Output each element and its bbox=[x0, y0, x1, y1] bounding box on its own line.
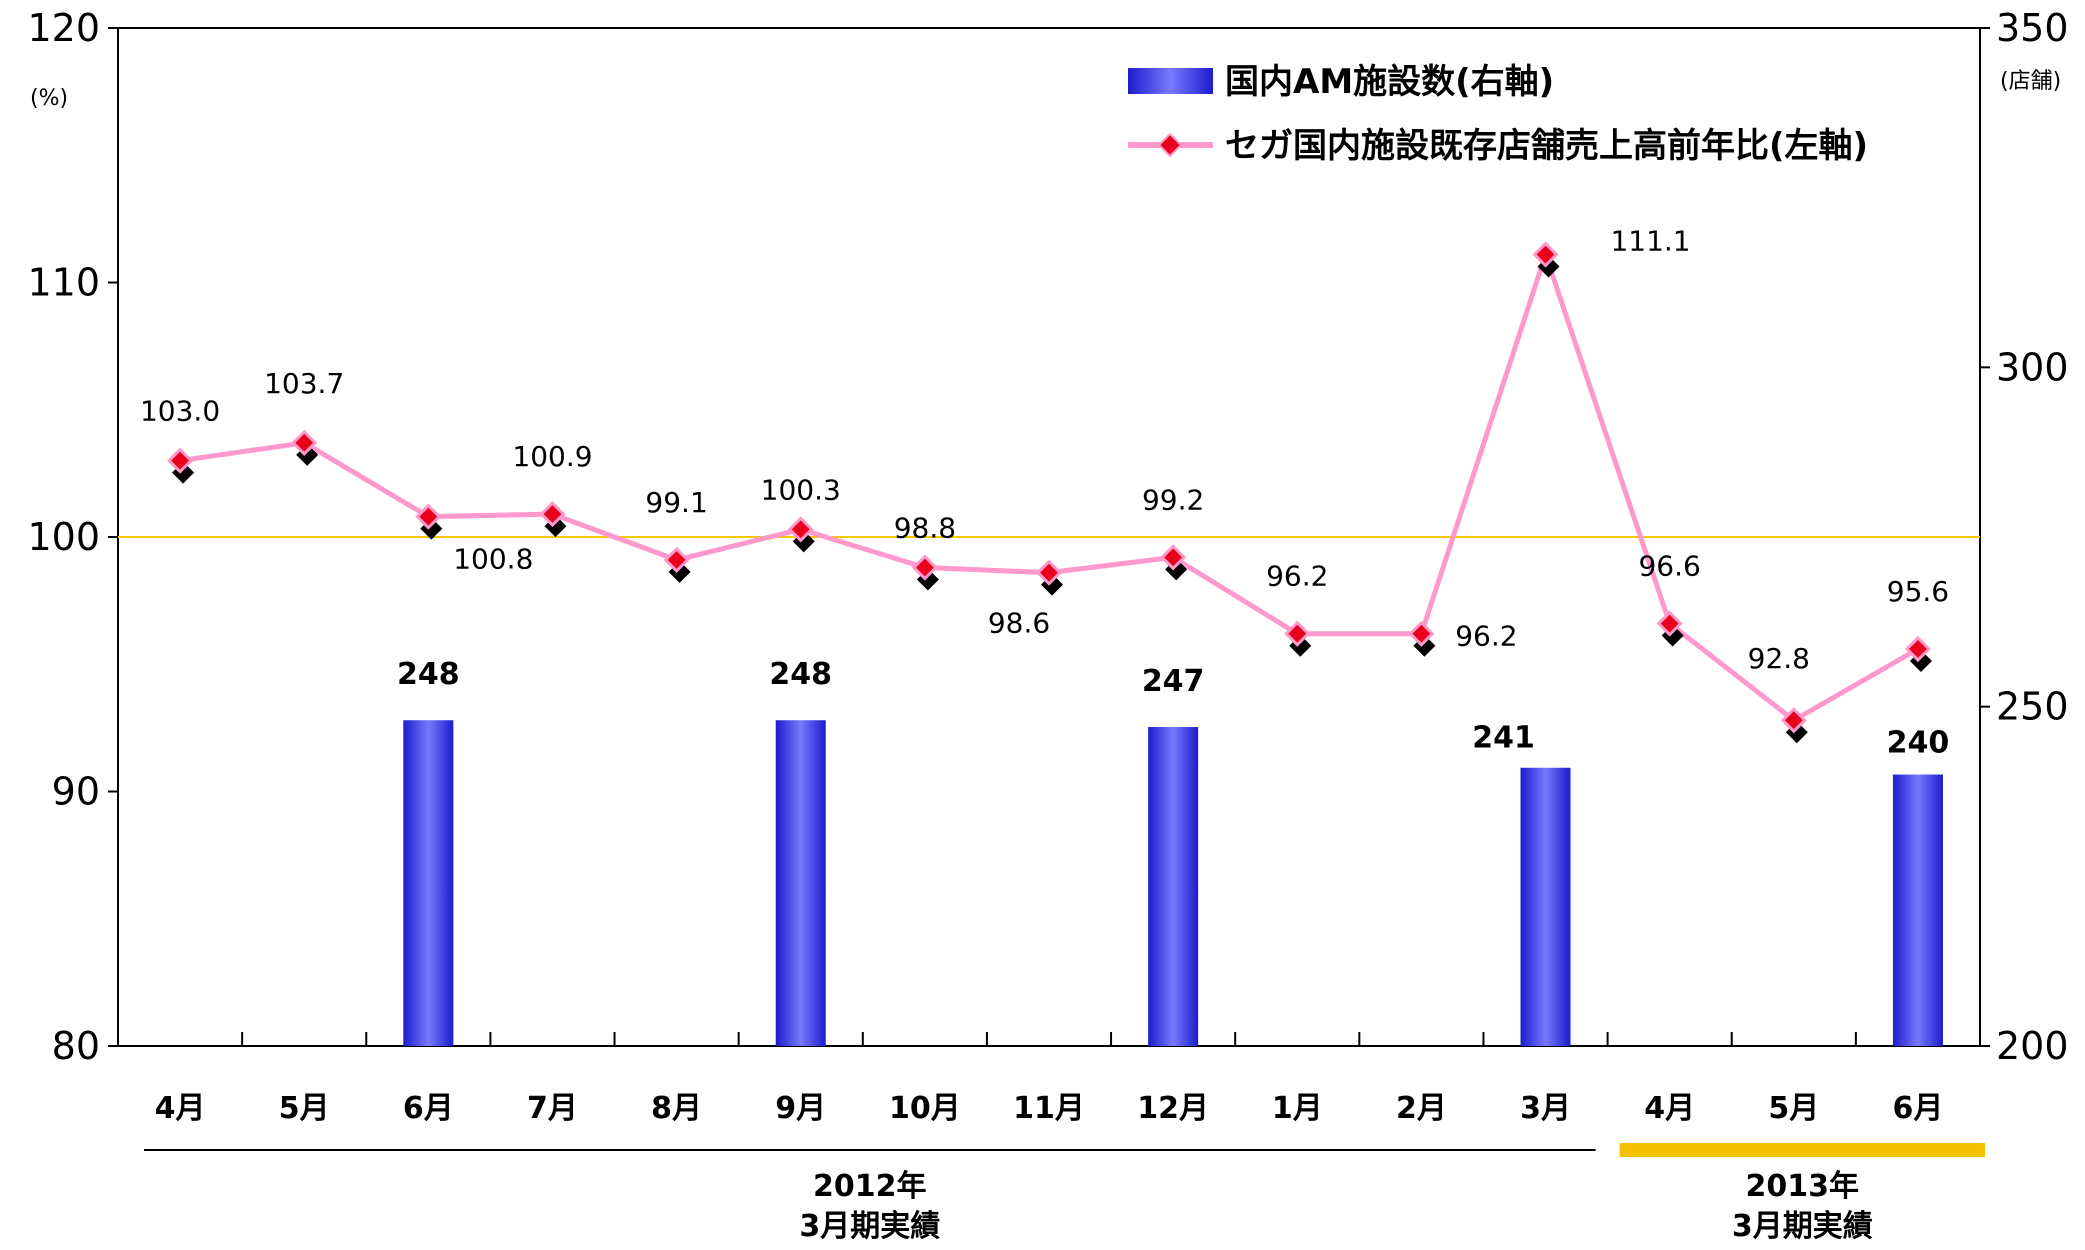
period-label-year: 2013年 bbox=[1746, 1169, 1860, 1204]
y-right-tick-label: 250 bbox=[1996, 685, 2069, 729]
line-marker bbox=[1035, 559, 1063, 586]
x-category-label: 2月 bbox=[1396, 1091, 1447, 1126]
legend-line-label: セガ国内施設既存店舗売上高前年比(左軸) bbox=[1225, 126, 1868, 166]
line-marker bbox=[1160, 544, 1187, 571]
line-marker bbox=[1532, 241, 1559, 268]
x-category-label: 4月 bbox=[155, 1091, 206, 1126]
x-category-label: 1月 bbox=[1272, 1091, 1323, 1126]
bar-data-label: 247 bbox=[1142, 664, 1205, 699]
legend-bar-label: 国内AM施設数(右軸) bbox=[1225, 62, 1554, 102]
line-marker bbox=[1284, 620, 1311, 647]
line-data-label: 96.2 bbox=[1455, 620, 1517, 653]
line-marker bbox=[1408, 620, 1435, 647]
y-right-tick-label: 200 bbox=[1996, 1024, 2069, 1068]
line-marker bbox=[166, 447, 194, 474]
line-data-label: 100.8 bbox=[453, 543, 533, 576]
line-data-label: 103.7 bbox=[264, 367, 344, 400]
line-data-label: 98.6 bbox=[988, 607, 1050, 640]
bar bbox=[1520, 767, 1571, 1046]
x-category-label: 8月 bbox=[651, 1091, 702, 1126]
x-category-label: 10月 bbox=[889, 1091, 961, 1126]
line-data-label: 95.6 bbox=[1887, 575, 1949, 608]
line-marker bbox=[1904, 635, 1932, 663]
line-series: 103.0 103.7 100.8 100.9 99.1 100.3 98.8 98.6 99.… bbox=[140, 225, 1949, 744]
line-marker bbox=[787, 516, 814, 543]
line-data-label: 99.1 bbox=[645, 486, 707, 519]
bar bbox=[1892, 774, 1943, 1046]
x-category-label: 6月 bbox=[403, 1091, 454, 1126]
x-category-label: 7月 bbox=[527, 1091, 578, 1126]
x-category-label: 6月 bbox=[1892, 1091, 1943, 1126]
y-left-tick-label: 90 bbox=[52, 770, 100, 814]
line-marker bbox=[291, 429, 318, 456]
period-groups: 2012年 3月期実績 2013年 3月期実績 bbox=[144, 1143, 1985, 1244]
line-marker bbox=[663, 546, 690, 574]
y-left-ticks: 80 90 100 110 120 bbox=[27, 6, 118, 1068]
y-left-unit: (%) bbox=[30, 86, 68, 111]
line-data-label: 100.9 bbox=[512, 440, 592, 473]
bar-data-label: 248 bbox=[769, 657, 832, 692]
bar-series: 248 248 247 241 240 bbox=[397, 657, 1949, 1046]
line-data-label: 92.8 bbox=[1748, 642, 1810, 675]
y-right-unit: (店舗) bbox=[2000, 69, 2061, 94]
y-left-tick-label: 110 bbox=[27, 261, 100, 305]
line-marker bbox=[911, 554, 938, 581]
legend-line-marker bbox=[1157, 132, 1183, 158]
x-category-label: 11月 bbox=[1013, 1091, 1085, 1126]
bar bbox=[1148, 727, 1199, 1046]
bar-data-label: 241 bbox=[1472, 721, 1535, 756]
line-data-label: 111.1 bbox=[1610, 225, 1690, 258]
x-category-label: 12月 bbox=[1137, 1091, 1209, 1126]
bar-data-label: 248 bbox=[397, 657, 460, 692]
period-label-year: 2012年 bbox=[813, 1169, 927, 1204]
x-category-label: 5月 bbox=[1768, 1091, 1819, 1126]
y-left-tick-label: 100 bbox=[27, 515, 100, 559]
y-right-ticks: 200 250 300 350 bbox=[1980, 6, 2069, 1068]
bar bbox=[775, 720, 826, 1046]
line-marker bbox=[539, 500, 566, 528]
bar-data-label: 240 bbox=[1887, 726, 1950, 761]
x-category-label: 5月 bbox=[279, 1091, 330, 1126]
period-label-term: 3月期実績 bbox=[1732, 1209, 1873, 1244]
line-data-label: 98.8 bbox=[894, 512, 956, 545]
x-category-label: 3月 bbox=[1520, 1091, 1571, 1126]
legend: 国内AM施設数(右軸) セガ国内施設既存店舗売上高前年比(左軸) bbox=[1128, 62, 1868, 166]
y-right-tick-label: 350 bbox=[1996, 6, 2069, 50]
x-category-label: 9月 bbox=[775, 1091, 826, 1126]
line-data-label: 96.2 bbox=[1266, 560, 1328, 593]
y-right-tick-label: 300 bbox=[1996, 345, 2069, 389]
bar bbox=[403, 720, 454, 1046]
category-labels: 4月 5月 6月 7月 8月 9月 10月 11月 12月 1月 2月 3月 4月 5月 6月 bbox=[155, 1032, 1943, 1126]
x-category-label: 4月 bbox=[1644, 1091, 1695, 1126]
line-marker bbox=[415, 503, 442, 530]
line-marker bbox=[1656, 610, 1683, 637]
line-marker bbox=[1780, 707, 1807, 734]
y-left-tick-label: 120 bbox=[27, 6, 100, 50]
line-data-label: 100.3 bbox=[761, 473, 841, 506]
line-data-label: 99.2 bbox=[1142, 483, 1204, 516]
legend-bar-swatch bbox=[1128, 68, 1213, 94]
period-label-term: 3月期実績 bbox=[799, 1209, 940, 1244]
line-data-label: 96.6 bbox=[1638, 550, 1700, 583]
line-data-label: 103.0 bbox=[140, 395, 220, 428]
y-left-tick-label: 80 bbox=[52, 1024, 100, 1068]
